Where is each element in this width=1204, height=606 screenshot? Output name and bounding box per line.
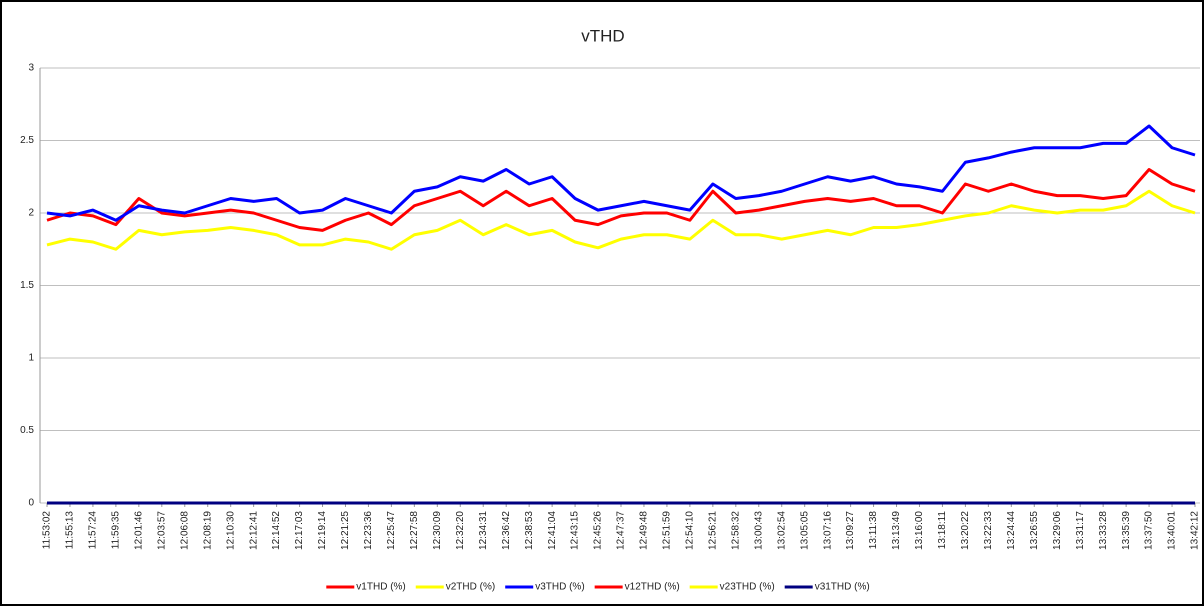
x-tick-label: 12:49:48 [639, 511, 650, 550]
x-tick-label: 12:45:26 [593, 511, 604, 550]
x-tick-label: 13:09:27 [845, 511, 856, 550]
x-tick-label: 13:22:33 [983, 511, 994, 550]
x-tick-label: 12:56:21 [707, 511, 718, 550]
y-tick-label: 0 [28, 498, 34, 509]
legend-label: v2THD (%) [446, 582, 495, 593]
x-tick-label: 13:11:38 [868, 511, 879, 550]
x-tick-label: 12:01:46 [133, 511, 144, 550]
x-tick-label: 12:30:09 [432, 511, 443, 550]
x-tick-label: 12:23:36 [363, 511, 374, 550]
x-tick-label: 12:51:59 [662, 511, 673, 550]
x-tick-label: 13:02:54 [776, 511, 787, 550]
x-tick-label: 12:34:31 [478, 511, 489, 550]
y-tick-label: 2 [28, 208, 34, 219]
legend-label: v12THD (%) [625, 582, 680, 593]
series-line [46, 124, 1196, 222]
x-tick-label: 13:07:16 [822, 511, 833, 550]
x-tick-label: 13:37:50 [1144, 511, 1155, 550]
x-tick-label: 13:16:00 [914, 511, 925, 550]
legend-label: v31THD (%) [815, 582, 870, 593]
x-tick-label: 11:59:35 [111, 511, 122, 550]
x-tick-label: 12:36:42 [501, 511, 512, 550]
x-tick-label: 13:18:11 [937, 511, 948, 550]
x-tick-label: 12:58:32 [730, 511, 741, 550]
x-tick-label: 12:43:15 [570, 511, 581, 550]
x-tick-label: 11:57:24 [88, 511, 99, 550]
x-tick-label: 11:55:13 [65, 511, 76, 550]
x-tick-label: 12:19:14 [317, 511, 328, 550]
x-tick-label: 12:47:37 [616, 511, 627, 550]
x-tick-label: 12:08:19 [202, 511, 213, 550]
x-tick-label: 12:03:57 [156, 511, 167, 550]
x-tick-label: 13:31:17 [1075, 511, 1086, 550]
legend-label: v3THD (%) [535, 582, 584, 593]
x-tick-label: 12:21:25 [340, 511, 351, 550]
x-tick-label: 12:10:30 [225, 511, 236, 550]
x-tick-label: 13:33:28 [1098, 511, 1109, 550]
x-tick-label: 13:29:06 [1052, 511, 1063, 550]
x-tick-label: 12:14:52 [271, 511, 282, 550]
x-tick-label: 13:05:05 [799, 511, 810, 550]
y-tick-label: 3 [28, 63, 34, 74]
x-tick-label: 11:53:02 [42, 511, 53, 550]
x-tick-label: 12:27:58 [409, 511, 420, 550]
series-line [46, 189, 1196, 251]
x-tick-label: 12:17:03 [294, 511, 305, 550]
x-tick-label: 13:26:55 [1029, 511, 1040, 550]
x-tick-label: 13:35:39 [1121, 511, 1132, 550]
y-tick-label: 1.5 [20, 280, 34, 291]
legend: v1THD (%) v2THD (%) v3THD (%) v12THD (%) v23… [326, 582, 870, 593]
chart-title: vTHD [581, 26, 624, 45]
x-tick-label: 13:42:12 [1190, 511, 1201, 550]
x-tick-label: 12:06:08 [179, 511, 190, 550]
x-tick-label: 12:25:47 [386, 511, 397, 550]
x-tick-label: 12:32:20 [455, 511, 466, 550]
series-line [46, 168, 1196, 232]
x-tick-label: 12:38:53 [524, 511, 535, 550]
y-tick-label: 2.5 [20, 135, 34, 146]
x-tick-label: 13:13:49 [891, 511, 902, 550]
x-tick-label: 12:12:41 [248, 511, 259, 550]
x-tick-label: 13:20:22 [960, 511, 971, 550]
legend-label: v1THD (%) [356, 582, 405, 593]
x-tick-label: 12:54:10 [685, 511, 696, 550]
legend-label: v23THD (%) [720, 582, 775, 593]
y-tick-label: 1 [28, 353, 34, 364]
x-tick-label: 13:24:44 [1006, 511, 1017, 550]
y-tick-label: 0.5 [20, 425, 34, 436]
x-tick-label: 13:40:01 [1167, 511, 1178, 550]
x-tick-label: 12:41:04 [547, 511, 558, 550]
x-tick-label: 13:00:43 [753, 511, 764, 550]
